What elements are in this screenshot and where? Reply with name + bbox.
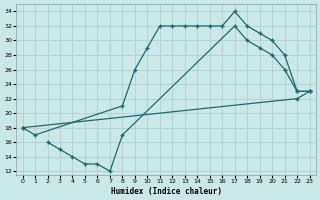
X-axis label: Humidex (Indice chaleur): Humidex (Indice chaleur) (111, 187, 221, 196)
